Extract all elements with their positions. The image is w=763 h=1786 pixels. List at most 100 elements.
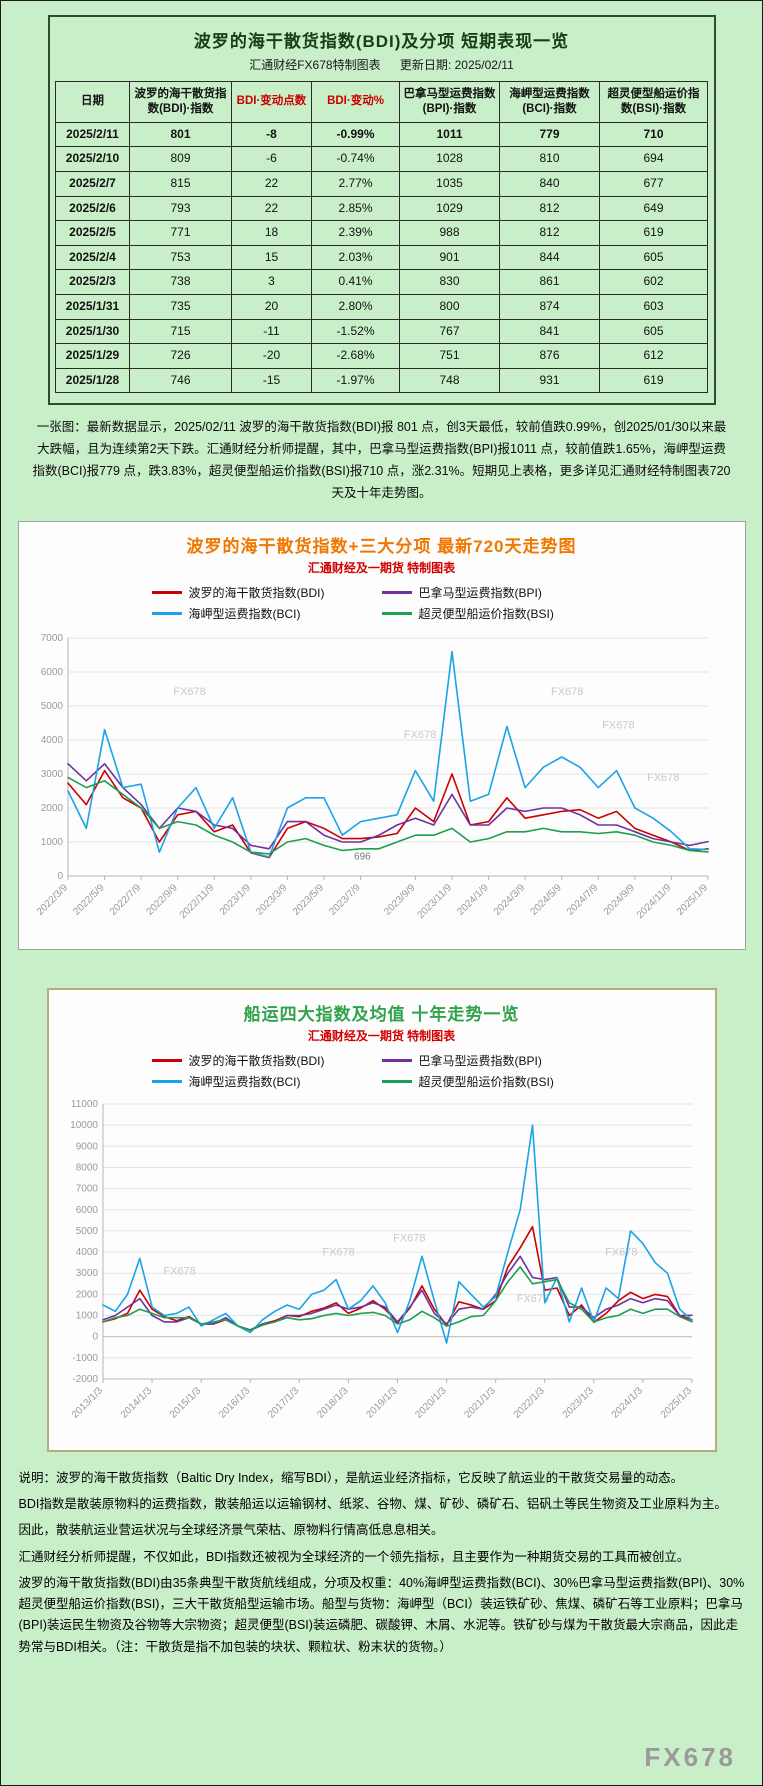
table-cell: -11 [231, 318, 312, 345]
svg-text:696: 696 [354, 852, 371, 863]
table-cell: 841 [499, 318, 600, 345]
svg-text:2017/1/3: 2017/1/3 [266, 1385, 302, 1421]
table-cell: 2025/2/5 [55, 220, 130, 246]
chart-10year-plot: -2000 -1000 0 1000 2000 3000 4000 5000 6000 7000 8… [55, 1096, 709, 1446]
table-cell: 2025/1/31 [55, 294, 130, 320]
table-cell: -6 [231, 146, 312, 173]
table-cell: 2.80% [311, 294, 400, 320]
svg-text:2020/1/3: 2020/1/3 [413, 1385, 449, 1421]
chart-720day-section: 波罗的海干散货指数+三大分项 最新720天走势图 汇通财经及一期货 特制图表 波… [17, 520, 746, 950]
chart-720day-legend: 波罗的海干散货指数(BDI) 巴拿马型运费指数(BPI) 海岬型运费指数(BCI) 超… [151, 582, 612, 624]
column-header: 巴拿马型运费指数(BPI)·指数 [399, 81, 500, 123]
table-cell: 18 [231, 220, 312, 246]
table-cell: -8 [231, 121, 312, 148]
legend-label: 波罗的海干散货指数(BDI) [188, 585, 325, 600]
table-cell: 931 [499, 367, 600, 394]
table-cell: 2.77% [311, 171, 400, 197]
table-cell: 840 [499, 171, 600, 197]
table-row: 2025/2/10 809 -6 -0.74% 1028 810 694 [55, 146, 708, 173]
svg-text:2023/1/3: 2023/1/3 [560, 1385, 596, 1421]
legend-label: 巴拿马型运费指数(BPI) [418, 585, 542, 600]
table-cell: 771 [129, 220, 232, 246]
svg-text:FX678: FX678 [516, 1293, 548, 1305]
svg-text:2019/1/3: 2019/1/3 [364, 1385, 400, 1421]
table-row: 2025/2/3 738 3 0.41% 830 861 602 [55, 269, 708, 296]
table-cell: 649 [599, 195, 708, 222]
table-cell: -0.99% [311, 121, 400, 148]
table-cell: -1.97% [311, 367, 400, 394]
svg-text:2000: 2000 [40, 803, 63, 814]
line-chart-10year: -2000 -1000 0 1000 2000 3000 4000 5000 6000 7000 8… [69, 1099, 694, 1421]
svg-text:FX678: FX678 [163, 1265, 195, 1277]
svg-text:2023/1/9: 2023/1/9 [217, 882, 253, 918]
legend-item: 超灵便型船运价指数(BSI) [381, 603, 612, 624]
table-cell: 677 [599, 171, 708, 197]
legend-label: 海岬型运费指数(BCI) [188, 606, 301, 621]
table-row: 2025/2/11 801 -8 -0.99% 1011 779 710 [55, 121, 708, 148]
table-cell: 876 [499, 343, 600, 369]
svg-text:4000: 4000 [40, 735, 63, 746]
svg-text:1000: 1000 [40, 837, 63, 848]
svg-text:-1000: -1000 [72, 1353, 98, 1364]
table-row: 2025/2/4 753 15 2.03% 901 844 605 [55, 244, 708, 271]
table-cell: 988 [399, 220, 500, 246]
table-title: 波罗的海干散货指数(BDI)及分项 短期表现一览 [193, 32, 570, 51]
svg-text:2015/1/3: 2015/1/3 [167, 1385, 203, 1421]
table-row: 2025/2/6 793 22 2.85% 1029 812 649 [55, 195, 708, 222]
table-cell: -1.52% [311, 318, 400, 345]
table-cell: 793 [129, 195, 232, 222]
table-cell: 2025/2/10 [55, 146, 130, 173]
table-cell: 605 [599, 318, 708, 345]
table-cell: 2025/1/30 [55, 318, 130, 345]
description-line: 说明：波罗的海干散货指数（Baltic Dry Index，缩写BDI），是航运… [18, 1470, 684, 1485]
legend-item: 波罗的海干散货指数(BDI) [151, 582, 382, 603]
table-cell: 22 [231, 195, 312, 222]
table-cell: 2025/2/11 [55, 121, 130, 148]
svg-text:2022/5/9: 2022/5/9 [71, 882, 107, 918]
explanation-text: 说明：波罗的海干散货指数（Baltic Dry Index，缩写BDI），是航运… [13, 1468, 751, 1658]
svg-text:2024/3/9: 2024/3/9 [491, 882, 527, 918]
chart-720day-plot: 0 1000 2000 3000 4000 5000 6000 7000 2022/3/9 202… [25, 628, 739, 945]
svg-text:2023/11/9: 2023/11/9 [415, 882, 454, 921]
svg-text:2018/1/3: 2018/1/3 [315, 1385, 351, 1421]
legend-item: 海岬型运费指数(BCI) [151, 603, 382, 624]
chart-10year-legend: 波罗的海干散货指数(BDI) 巴拿马型运费指数(BPI) 海岬型运费指数(BCI) 超… [151, 1050, 612, 1092]
svg-text:2016/1/3: 2016/1/3 [217, 1385, 253, 1421]
svg-text:2024/9/9: 2024/9/9 [601, 882, 637, 918]
table-cell: 735 [129, 294, 232, 320]
svg-text:2024/5/9: 2024/5/9 [528, 882, 564, 918]
svg-text:2022/7/9: 2022/7/9 [107, 882, 143, 918]
svg-text:2022/9/9: 2022/9/9 [144, 882, 180, 918]
legend-label: 海岬型运费指数(BCI) [188, 1074, 301, 1089]
svg-text:2024/1/9: 2024/1/9 [455, 882, 491, 918]
fx678-watermark: FX678 [644, 1742, 736, 1772]
table-cell: 874 [499, 294, 600, 320]
legend-swatch [381, 1058, 412, 1062]
svg-text:10000: 10000 [70, 1120, 98, 1131]
table-cell: 738 [129, 269, 232, 296]
table-cell: 901 [399, 244, 500, 271]
table-cell: -20 [231, 343, 312, 369]
table-cell: 726 [129, 343, 232, 369]
table-cell: 830 [399, 269, 500, 296]
svg-text:2025/1/9: 2025/1/9 [674, 882, 710, 918]
svg-text:FX678: FX678 [646, 772, 678, 784]
svg-text:2022/1/3: 2022/1/3 [511, 1385, 547, 1421]
svg-text:2021/1/3: 2021/1/3 [462, 1385, 498, 1421]
table-cell: 753 [129, 244, 232, 271]
table-cell: 1028 [399, 146, 500, 173]
table-subtitle: 汇通财经FX678特制图表 更新日期: 2025/02/11 [55, 56, 709, 73]
svg-text:2025/1/3: 2025/1/3 [658, 1385, 694, 1421]
svg-text:2023/3/9: 2023/3/9 [254, 882, 290, 918]
svg-text:-2000: -2000 [72, 1374, 98, 1385]
svg-text:FX678: FX678 [550, 686, 582, 698]
table-cell: 602 [599, 269, 708, 296]
table-header: 日期 波罗的海干散货指数(BDI)·指数 BDI·变动点数 BDI·变动% 巴拿马型运费… [55, 81, 708, 123]
description-line: 波罗的海干散货指数(BDI)由35条典型干散货航线组成，分项及权重：40%海岬型… [18, 1575, 745, 1654]
table-cell: 812 [499, 220, 600, 246]
table-cell: 619 [599, 220, 708, 246]
table-cell: 1011 [399, 121, 500, 148]
table-cell: 1029 [399, 195, 500, 222]
table-cell: 2025/2/3 [55, 269, 130, 296]
